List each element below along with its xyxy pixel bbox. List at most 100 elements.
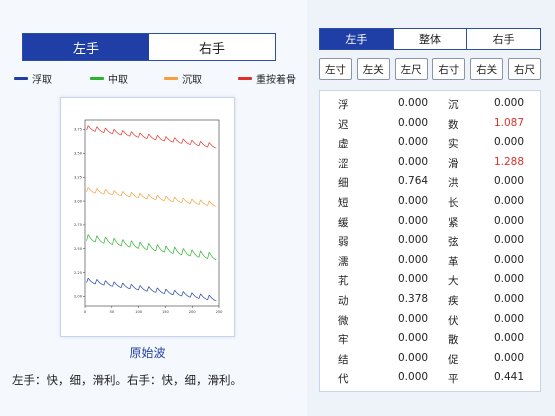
legend-label: 沉取 (182, 74, 202, 86)
waveform-chart: 0 50 100 150 200 250 2.00 2.25 2.50 2.75 3.00 3.25 3… (74, 119, 224, 314)
x-tick-label: 50 (110, 310, 115, 314)
pulse-name: 大 (448, 275, 459, 288)
pulse-name: 结 (338, 353, 349, 366)
diagnosis-summary: 左手：快，细，滑利。右手：快，细，滑利。 (12, 373, 242, 387)
table-row: 迟 0.000 数 1.087 (320, 114, 542, 134)
right-guan-button[interactable]: 右关 (470, 58, 504, 80)
pulse-value: 0.441 (493, 371, 524, 384)
tab-left-hand[interactable]: 左手 (320, 29, 394, 49)
pulse-name: 细 (338, 177, 349, 190)
pulse-value: 0.000 (493, 253, 524, 266)
pulse-name: 疾 (448, 295, 459, 307)
table-row: 缓 0.000 紧 0.000 (320, 212, 542, 232)
y-tick-label: 3.00 (74, 199, 83, 203)
pulse-name: 短 (338, 197, 349, 209)
pulse-name: 缓 (338, 216, 349, 229)
table-row: 浮 0.000 沉 0.000 (320, 94, 542, 114)
left-hand-button[interactable]: 左手 (23, 34, 149, 60)
table-row: 代 0.000 平 0.441 (320, 368, 542, 388)
pulse-name: 革 (448, 255, 459, 268)
pulse-name: 微 (338, 314, 349, 327)
left-guan-button[interactable]: 左关 (356, 58, 390, 80)
pulse-value: 0.000 (398, 234, 429, 247)
pulse-value: 0.000 (398, 332, 429, 345)
table-row: 牢 0.000 散 0.000 (320, 329, 542, 349)
pulse-value: 0.000 (398, 195, 429, 207)
pulse-name: 散 (448, 334, 459, 347)
pulse-value: 0.000 (398, 116, 429, 129)
y-tick-label: 2.00 (74, 295, 83, 299)
table-row: 细 0.764 洪 0.000 (320, 172, 542, 192)
pulse-name: 牢 (338, 334, 349, 347)
legend-label: 重按着骨 (256, 74, 296, 86)
pulse-name: 沉 (448, 99, 459, 111)
table-row: 弱 0.000 弦 0.000 (320, 231, 542, 251)
pulse-value: 0.000 (493, 273, 524, 286)
pulse-name: 芤 (338, 275, 349, 288)
pulse-name: 滑 (448, 157, 459, 170)
right-chi-button[interactable]: 右尺 (507, 58, 541, 80)
pulse-name: 伏 (448, 314, 459, 327)
chart-legend: 浮取 中取 沉取 重按着骨 (0, 71, 307, 86)
y-tick-label: 3.25 (74, 175, 82, 179)
pulse-name: 迟 (338, 118, 349, 131)
pulse-name: 弱 (338, 236, 349, 249)
table-row: 虚 0.000 实 0.000 (320, 133, 542, 153)
pulse-value: 0.000 (398, 136, 429, 149)
pulse-value: 0.000 (493, 175, 524, 188)
pulse-name: 浮 (338, 99, 349, 111)
pulse-position-buttons: 左寸 左关 左尺 右寸 右关 右尺 (319, 58, 541, 80)
series-line-0 (86, 125, 217, 149)
legend-swatch (238, 76, 252, 80)
pulse-name: 虚 (338, 138, 349, 151)
table-row: 涩 0.000 滑 1.288 (320, 153, 542, 173)
series-line-3 (86, 278, 217, 302)
pulse-value: 0.000 (398, 253, 429, 266)
legend-item-deep: 沉取 (164, 71, 202, 86)
y-tick-label: 3.75 (74, 128, 82, 132)
x-tick-label: 250 (216, 310, 224, 314)
pulse-name: 洪 (448, 177, 459, 190)
series-line-1 (86, 187, 217, 207)
y-tick-label: 2.75 (74, 223, 82, 227)
waveform-chart-frame: 0 50 100 150 200 250 2.00 2.25 2.50 2.75 3.00 3.25 3… (60, 97, 235, 337)
pulse-name: 濡 (338, 255, 349, 268)
pulse-value: 0.000 (493, 332, 524, 345)
pulse-value: 0.764 (398, 175, 429, 188)
pulse-value: 1.288 (493, 155, 524, 168)
pulse-data-table: 浮 0.000 沉 0.000 迟 0.000 数 1.087 虚 0.000 实 0.000 涩 0.0… (319, 90, 541, 392)
table-row: 濡 0.000 革 0.000 (320, 251, 542, 271)
pulse-value: 0.000 (493, 97, 524, 109)
tab-overall[interactable]: 整体 (394, 29, 468, 49)
pulse-value: 0.000 (398, 155, 429, 168)
pulse-value: 1.087 (493, 116, 524, 129)
pulse-value: 0.000 (398, 273, 429, 286)
legend-item-float: 浮取 (14, 71, 52, 86)
hand-toggle: 左手 右手 (22, 33, 276, 61)
pulse-value: 0.000 (493, 312, 524, 325)
pulse-name: 平 (448, 373, 459, 386)
plot-area (84, 119, 220, 307)
pulse-value: 0.000 (493, 136, 524, 149)
pulse-value: 0.000 (493, 195, 524, 207)
tab-right-hand[interactable]: 右手 (492, 33, 515, 46)
pulse-value: 0.000 (493, 214, 524, 227)
left-cun-button[interactable]: 左寸 (319, 58, 352, 80)
right-hand-button[interactable]: 右手 (198, 41, 225, 57)
pulse-value: 0.000 (493, 293, 524, 305)
y-tick-label: 2.50 (74, 247, 83, 251)
right-cun-button[interactable]: 右寸 (432, 58, 466, 80)
pulse-value: 0.000 (398, 351, 429, 364)
table-row: 芤 0.000 大 0.000 (320, 270, 542, 290)
pulse-value: 0.000 (493, 351, 524, 364)
y-tick-label: 2.25 (74, 271, 82, 275)
pulse-name: 紧 (448, 216, 459, 229)
x-tick-label: 100 (135, 310, 143, 314)
legend-item-bone: 重按着骨 (238, 71, 296, 86)
left-chi-button[interactable]: 左尺 (394, 58, 428, 80)
pulse-name: 涩 (338, 157, 349, 170)
pulse-name: 长 (448, 197, 459, 209)
pulse-name: 促 (448, 353, 459, 366)
legend-swatch (90, 76, 104, 80)
legend-swatch (14, 76, 28, 80)
